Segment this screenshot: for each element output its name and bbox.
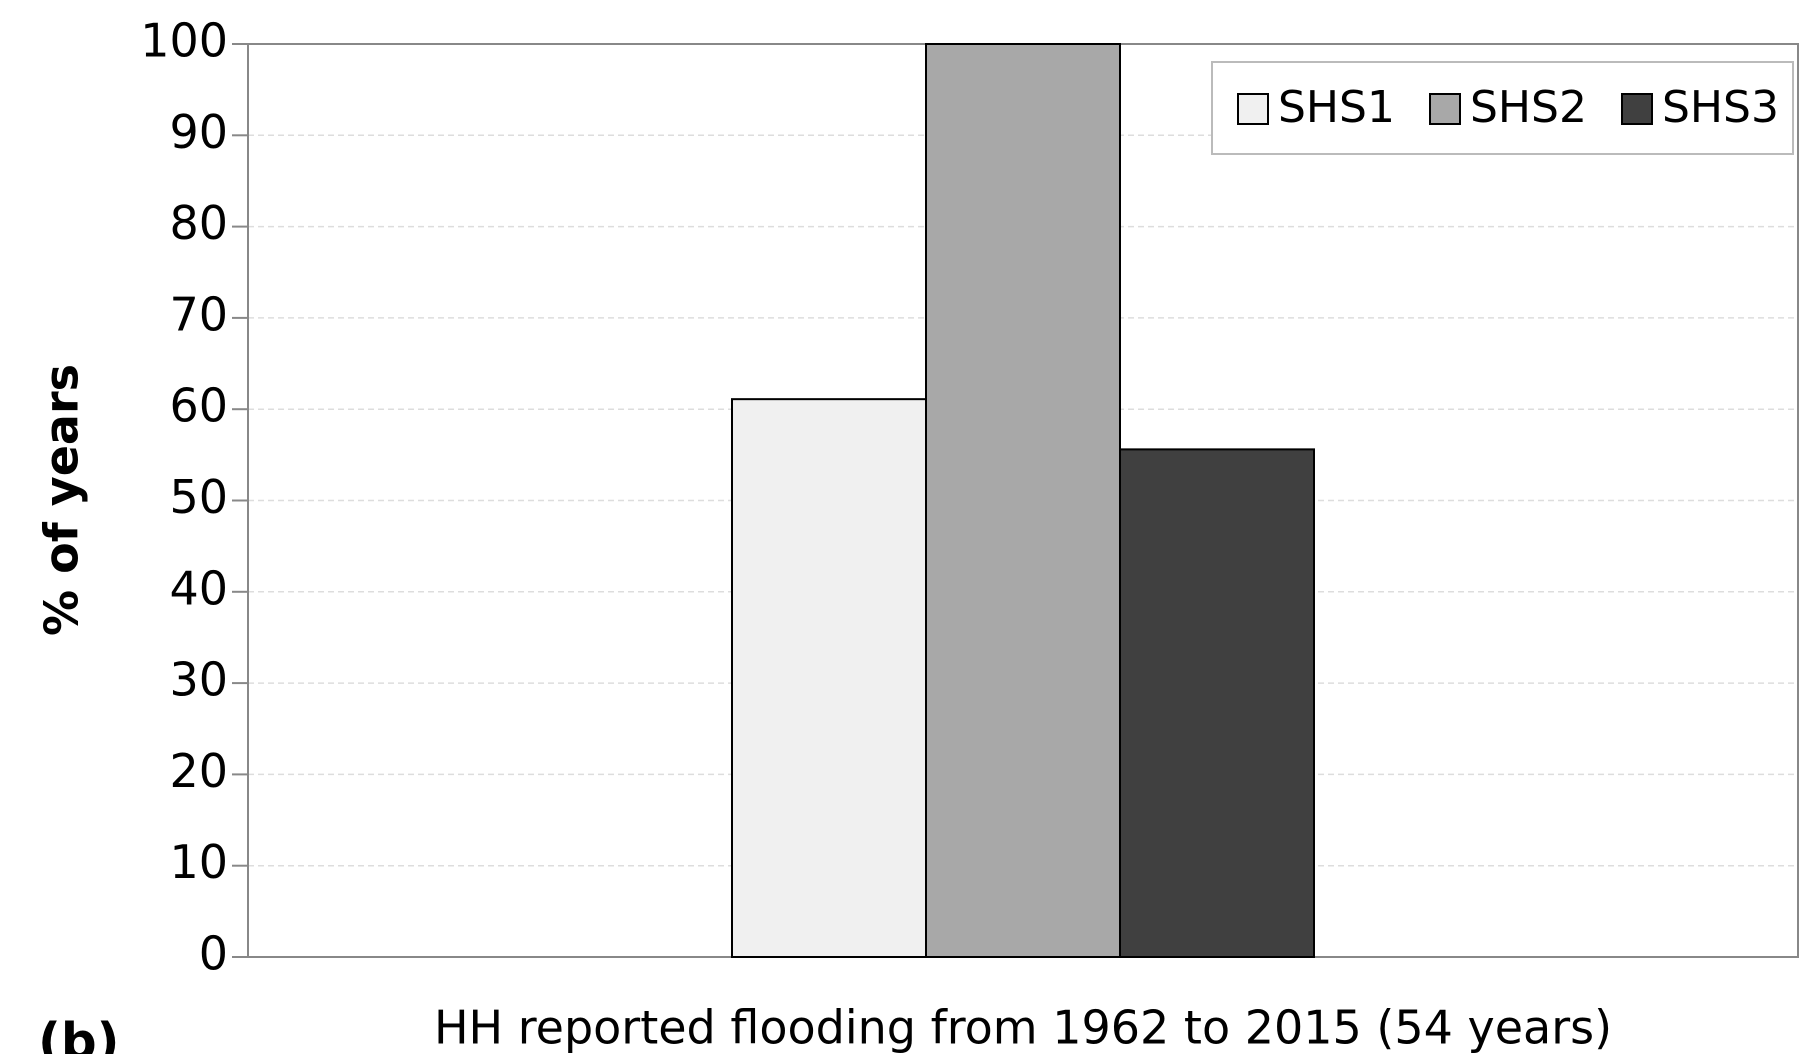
legend-label: SHS3 [1662, 82, 1779, 133]
y-tick-label: 10 [169, 835, 228, 889]
legend-swatch [1429, 93, 1461, 125]
y-tick-label: 20 [169, 744, 228, 798]
y-tick-label: 0 [199, 927, 228, 981]
bar [1119, 448, 1315, 958]
bar [925, 43, 1121, 958]
y-tick-label: 60 [169, 379, 228, 433]
y-tick-label: 100 [140, 14, 228, 68]
y-axis-label: % of years [35, 364, 89, 636]
legend-box [1211, 61, 1794, 155]
legend-label: SHS1 [1278, 82, 1395, 133]
y-tick-label: 50 [169, 470, 228, 524]
y-tick-label: 90 [169, 105, 228, 159]
legend-swatch [1621, 93, 1653, 125]
y-tick-label: 80 [169, 196, 228, 250]
y-tick-label: 40 [169, 561, 228, 615]
x-tick-label: HH reported flooding from 1962 to 2015 (… [434, 1001, 1612, 1054]
y-tick-label: 70 [169, 287, 228, 341]
panel-label: (b) [38, 1013, 120, 1054]
legend-swatch [1237, 93, 1269, 125]
legend-label: SHS2 [1470, 82, 1587, 133]
y-tick-label: 30 [169, 653, 228, 707]
bar [731, 398, 927, 959]
